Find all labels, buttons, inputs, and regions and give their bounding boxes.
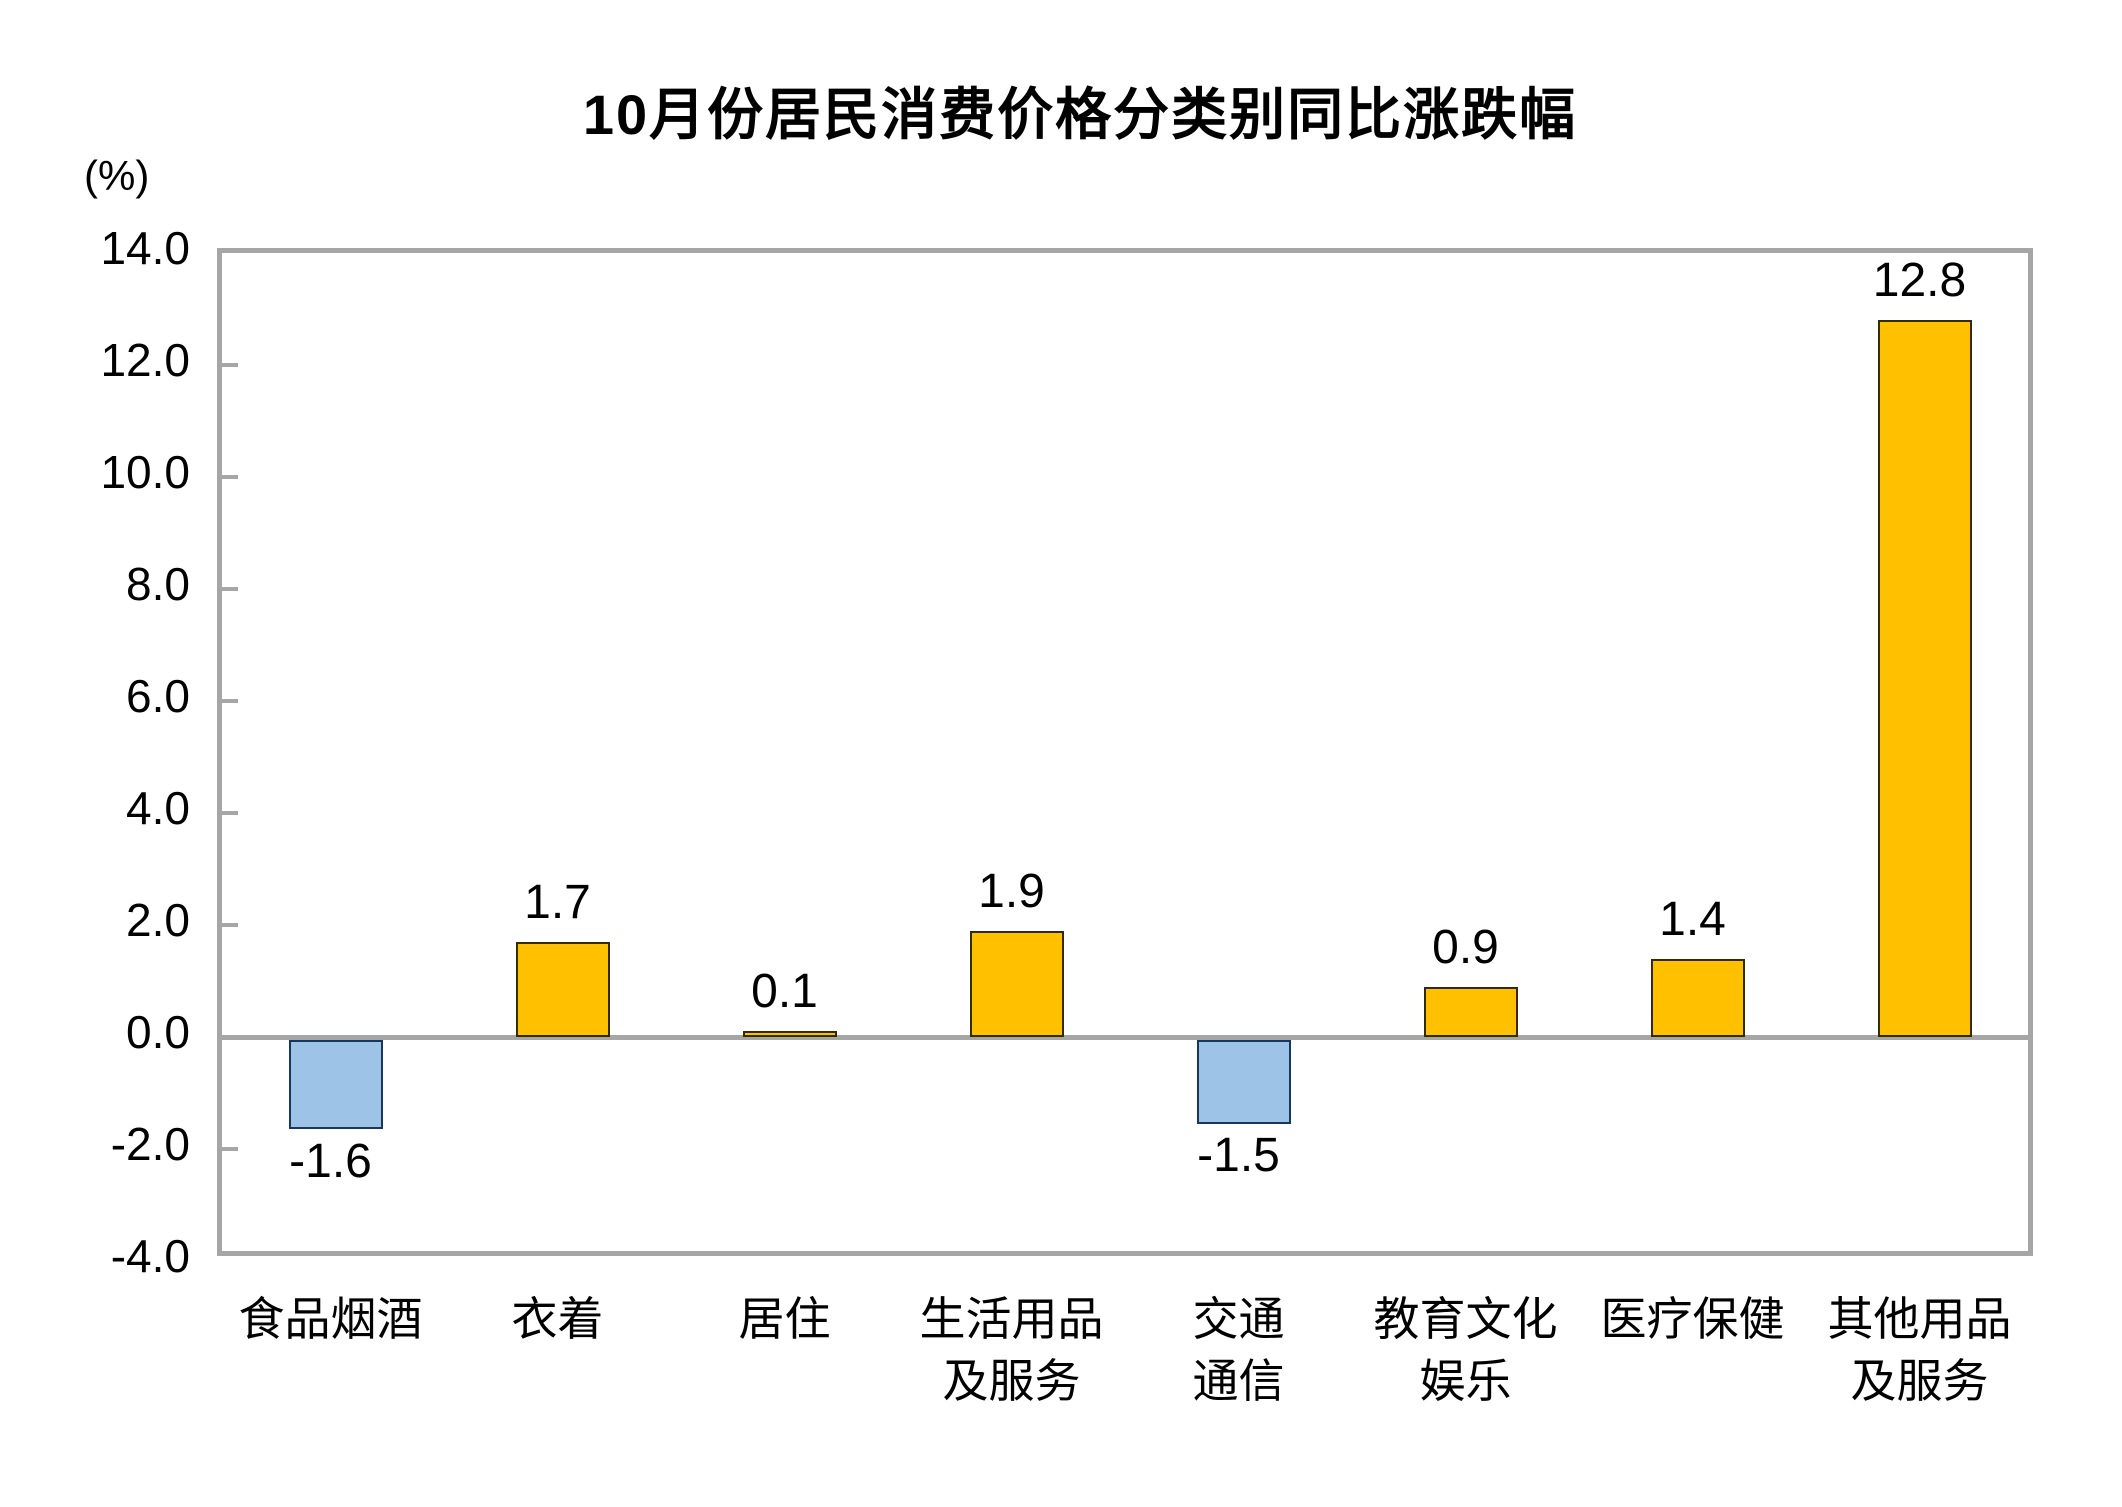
- x-category-label: 居住: [738, 1293, 831, 1345]
- x-category-label: 教育文化 娱乐: [1373, 1293, 1558, 1408]
- bar-value-label: 12.8: [1872, 254, 1967, 308]
- bar-value-label: 1.4: [1659, 892, 1726, 946]
- bar: [742, 1031, 837, 1037]
- bar: [969, 930, 1064, 1037]
- x-category-label: 交通 通信: [1192, 1293, 1285, 1408]
- y-tick-mark: [222, 1147, 238, 1151]
- y-tick-label: 10.0: [100, 446, 190, 498]
- y-tick-label: 6.0: [126, 670, 190, 722]
- x-category-label: 衣着: [511, 1293, 604, 1345]
- y-tick-label: 4.0: [126, 782, 190, 834]
- bar: [1877, 320, 1972, 1037]
- bar-value-label: 0.1: [751, 965, 818, 1019]
- x-category-label: 食品烟酒: [238, 1293, 423, 1345]
- y-tick-mark: [222, 363, 238, 367]
- y-tick-label: 8.0: [126, 558, 190, 610]
- bar-value-label: -1.6: [289, 1134, 372, 1188]
- zero-axis-line: [222, 1034, 2028, 1040]
- chart-title: 10月份居民消费价格分类别同比涨跌幅: [582, 83, 1578, 146]
- y-tick-mark: [222, 587, 238, 591]
- y-tick-label: -4.0: [110, 1230, 190, 1282]
- bar: [515, 941, 610, 1037]
- bar: [288, 1039, 383, 1130]
- bar: [1196, 1039, 1291, 1124]
- x-category-label: 其他用品 及服务: [1827, 1293, 2012, 1408]
- bar-value-label: 1.9: [978, 864, 1045, 918]
- bar: [1423, 986, 1518, 1037]
- y-tick-label: -2.0: [110, 1118, 190, 1170]
- y-tick-label: 12.0: [100, 334, 190, 386]
- y-tick-label: 0.0: [126, 1006, 190, 1058]
- bar-value-label: -1.5: [1197, 1129, 1280, 1182]
- plot-area: [217, 248, 2033, 1256]
- y-tick-mark: [222, 475, 238, 479]
- y-tick-label: 14.0: [100, 222, 190, 274]
- bar: [1650, 958, 1745, 1037]
- bar-value-label: 0.9: [1432, 920, 1499, 974]
- y-tick-label: 2.0: [126, 894, 190, 946]
- x-category-label: 医疗保健: [1600, 1293, 1785, 1345]
- x-category-label: 生活用品 及服务: [919, 1293, 1104, 1408]
- y-axis-unit-label: (%): [84, 152, 150, 199]
- y-tick-mark: [222, 923, 238, 927]
- y-tick-mark: [222, 699, 238, 703]
- bar-value-label: 1.7: [524, 875, 591, 929]
- y-tick-mark: [222, 811, 238, 815]
